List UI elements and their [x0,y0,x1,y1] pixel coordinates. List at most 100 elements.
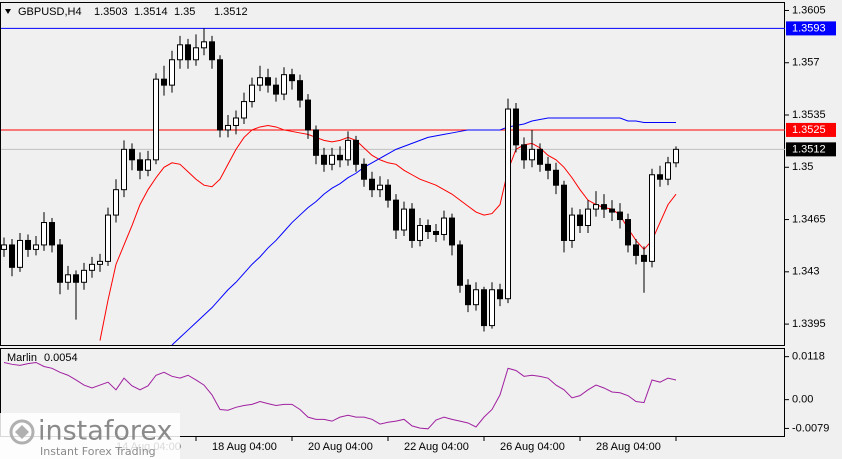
candle-body [537,148,543,165]
candle-body [345,139,351,161]
candle-body [153,78,159,161]
candle-body [9,244,15,268]
line-series [3,361,677,430]
candle-body [65,274,71,283]
x-tick-label: 20 Aug 04:00 [308,441,373,453]
candle-body [1,244,7,250]
x-tick-label: 22 Aug 04:00 [404,441,469,453]
candle-body [289,74,295,82]
oscillator-title: Marlin [7,352,37,364]
level-label-box [786,21,836,36]
y-tick-label: 1.343 [792,266,820,278]
candle-body [585,208,591,227]
candle-body [169,59,175,86]
line-series [99,124,677,341]
candle-body [449,217,455,246]
candle-body [505,108,511,300]
candle-body [97,260,103,265]
candle-body [593,204,599,210]
candle-body [49,222,55,246]
candle-body [281,74,287,95]
y-tick-label: 1.3465 [792,213,826,225]
ohlc-open: 1.3503 [94,6,128,18]
level-label: 1.3525 [792,124,826,136]
candle-body [369,178,375,191]
candle-body [241,101,247,119]
candle-body [257,77,263,86]
candle-body [105,214,111,262]
candle-body [201,41,207,49]
level-label-box [786,122,836,137]
watermark-logo-inner [15,425,29,439]
candle-body [185,44,191,61]
candle-body [377,184,383,191]
x-tick-label: 26 Aug 04:00 [500,441,565,453]
candle-body [329,154,335,165]
oscillator-value: 0.0054 [44,352,78,364]
candle-body [561,184,567,241]
candle-body [425,225,431,232]
watermark: instaforex Instant Forex Trading [0,413,180,459]
candle-body [577,214,583,227]
candle-body [649,174,655,262]
candle-body [641,254,647,262]
candle-body [81,269,87,283]
candle-body [521,144,527,161]
y-tick-label: -0.0079 [792,422,829,434]
y-tick-label: 1.35 [792,161,813,173]
ohlc-close: 1.3512 [214,6,248,18]
candle-body [393,199,399,231]
candle-body [305,99,311,131]
ohlc-high: 1.3514 [134,6,168,18]
candle-body [441,217,447,235]
candle-body [409,208,415,241]
candle-body [313,129,319,156]
x-tick-label: 28 Aug 04:00 [596,441,661,453]
candle-body [209,41,215,61]
candle-body [217,59,223,131]
candle-body [569,214,575,241]
candle-body [337,154,343,161]
candle-body [361,163,367,180]
x-tick-label: 18 Aug 04:00 [212,441,277,453]
candle-body [17,239,23,268]
candle-body [513,108,519,146]
candle-body [553,169,559,186]
candle-body [545,163,551,171]
candle-body [657,174,663,180]
candle-body [161,78,167,86]
candle-body [129,148,135,161]
candle-body [665,162,671,180]
level-label: 1.3593 [792,22,826,34]
candle-body [609,208,615,213]
y-tick-label: 1.3395 [792,318,826,330]
candle-body [233,117,239,126]
candle-body [25,239,31,250]
candle-body [489,289,495,327]
candle-body [121,148,127,191]
candle-body [417,225,423,241]
candle-body [249,84,255,103]
candle-body [529,148,535,161]
candle-body [457,244,463,286]
main-plot-frame [0,2,785,346]
candle-body [145,159,151,171]
candle-body [73,274,79,283]
candle-body [177,44,183,61]
watermark-logo [9,419,35,445]
y-tick-label: 1.3535 [792,109,826,121]
watermark-box [0,413,180,459]
y-tick-label: 1.3605 [792,4,826,16]
candle-body [265,77,271,86]
candle-body [385,184,391,201]
symbol-title: GBPUSD,H4 [18,6,82,18]
candle-body [353,139,359,165]
watermark-tagline: Instant Forex Trading [40,445,156,458]
candle-body [481,289,487,327]
line-series [171,117,676,346]
candle-body [617,211,623,221]
ohlc-low: 1.35 [174,6,195,18]
candle-body [273,84,279,95]
